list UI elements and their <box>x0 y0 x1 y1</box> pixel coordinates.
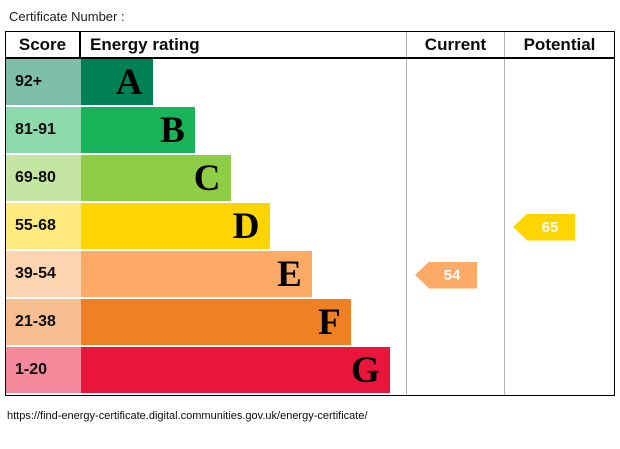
band-row: 55-68 D 65 <box>6 203 614 251</box>
band-score-range: 55-68 <box>6 203 81 249</box>
band-bar: D <box>81 203 270 249</box>
band-row: 69-80 C <box>6 155 614 203</box>
potential-cell <box>504 155 614 203</box>
band-bar-area: E <box>81 251 406 299</box>
potential-cell <box>504 107 614 155</box>
band-row: 21-38 F <box>6 299 614 347</box>
header-score: Score <box>6 32 81 57</box>
potential-cell <box>504 59 614 107</box>
band-letter: F <box>318 301 341 343</box>
certificate-number-label: Certificate Number : <box>9 9 125 24</box>
energy-rating-chart: Score Energy rating Current Potential 92… <box>5 31 615 396</box>
potential-cell <box>504 251 614 299</box>
band-bar: E <box>81 251 312 297</box>
band-score-range: 39-54 <box>6 251 81 297</box>
header-potential: Potential <box>504 32 614 57</box>
band-score-range: 92+ <box>6 59 81 105</box>
band-bar-area: A <box>81 59 406 107</box>
band-bar: F <box>81 299 351 345</box>
current-cell <box>406 107 504 155</box>
band-row: 39-54 E 54 <box>6 251 614 299</box>
band-letter: G <box>350 349 380 391</box>
band-bar: B <box>81 107 195 153</box>
current-cell <box>406 59 504 107</box>
band-bar: A <box>81 59 153 105</box>
current-cell <box>406 299 504 347</box>
band-letter: A <box>115 61 143 103</box>
band-bar-area: G <box>81 347 406 395</box>
current-cell <box>406 155 504 203</box>
band-letter: C <box>193 157 221 199</box>
band-score-range: 81-91 <box>6 107 81 153</box>
band-letter: B <box>160 109 185 151</box>
header-current: Current <box>406 32 504 57</box>
current-rating-arrow: 54 <box>415 261 477 289</box>
current-cell <box>406 347 504 395</box>
band-bar-area: C <box>81 155 406 203</box>
band-bar: C <box>81 155 231 201</box>
header-energy-rating: Energy rating <box>90 34 200 54</box>
current-cell <box>406 203 504 251</box>
potential-rating-arrow: 65 <box>513 213 575 241</box>
band-bar-area: D <box>81 203 406 251</box>
band-letter: D <box>232 205 260 247</box>
band-bar: G <box>81 347 390 393</box>
footer-url: https://find-energy-certificate.digital.… <box>7 410 368 422</box>
band-rows: 92+ A 81-91 B <box>6 59 614 395</box>
band-bar-area: F <box>81 299 406 347</box>
current-rating-value: 54 <box>443 266 461 284</box>
potential-cell: 65 <box>504 203 614 251</box>
potential-cell <box>504 347 614 395</box>
chart-header-row: Score Energy rating Current Potential <box>6 32 614 59</box>
band-score-range: 21-38 <box>6 299 81 345</box>
current-cell: 54 <box>406 251 504 299</box>
band-row: 92+ A <box>6 59 614 107</box>
band-row: 81-91 B <box>6 107 614 155</box>
potential-cell <box>504 299 614 347</box>
band-score-range: 1-20 <box>6 347 81 393</box>
epc-page: { "page": { "title": "Certificate Number… <box>0 9 620 449</box>
potential-rating-value: 65 <box>541 218 559 236</box>
band-score-range: 69-80 <box>6 155 81 201</box>
band-letter: E <box>277 253 302 295</box>
band-bar-area: B <box>81 107 406 155</box>
band-row: 1-20 G <box>6 347 614 395</box>
